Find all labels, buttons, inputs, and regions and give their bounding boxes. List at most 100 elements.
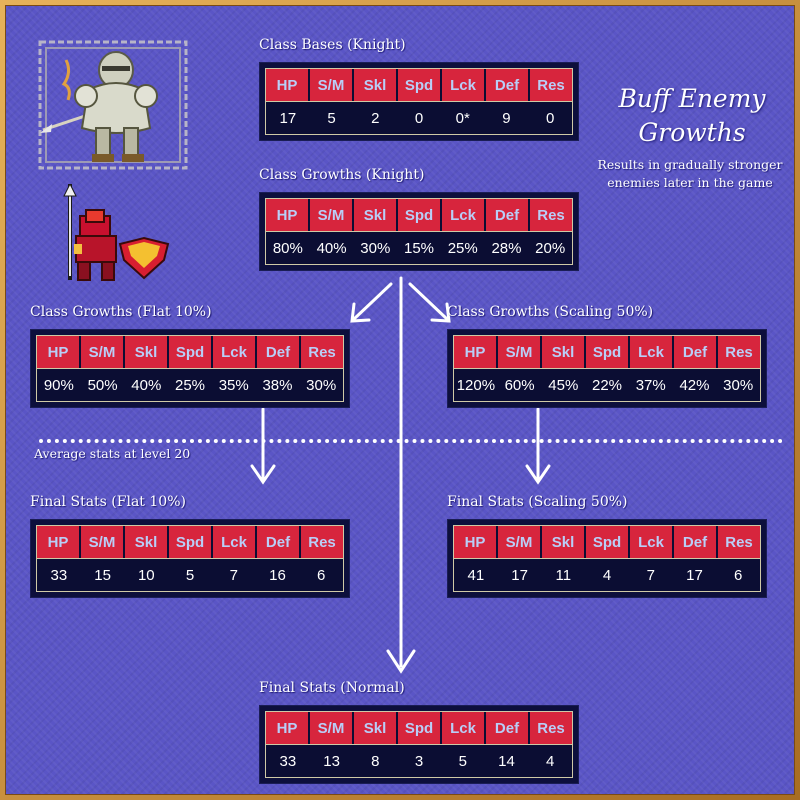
stat-header-cell: Spd	[398, 69, 442, 101]
stat-value-row: 80% 40% 30% 15% 25% 28% 20%	[266, 232, 572, 264]
stat-header-cell: Res	[301, 526, 343, 558]
stat-header-cell: Def	[257, 526, 301, 558]
stat-header-cell: Lck	[630, 526, 674, 558]
stat-value-row: 120% 60% 45% 22% 37% 42% 30%	[454, 369, 760, 401]
page-subtitle: Results in gradually stronger enemies la…	[597, 157, 783, 190]
stat-value-cell: 11	[555, 566, 572, 584]
stat-value-cell: 16	[269, 566, 286, 584]
stat-header-row: HP S/M Skl Spd Lck Def Res	[37, 526, 343, 559]
stat-value-cell: 14	[498, 752, 515, 770]
label-growths-flat: Class Growths (Flat 10%)	[30, 304, 212, 320]
stat-header-cell: S/M	[310, 69, 354, 101]
stat-header-cell: Skl	[354, 69, 398, 101]
stat-header-cell: Skl	[125, 526, 169, 558]
stat-table-frame: HP S/M Skl Spd Lck Def Res 33 15 10 5 7 16 6	[36, 525, 344, 592]
stat-value-row: 17 5 2 0 0* 9 0	[266, 102, 572, 134]
stat-value-cell: 20%	[535, 239, 566, 257]
arrow-head-scaling	[430, 302, 451, 323]
stat-header-cell: Spd	[398, 199, 442, 231]
stat-header-cell: Lck	[213, 336, 257, 368]
stat-header-cell: S/M	[310, 199, 354, 231]
stat-header-cell: Res	[530, 199, 572, 231]
stat-header-cell: HP	[37, 526, 81, 558]
stat-value-row: 33 13 8 3 5 14 4	[266, 745, 572, 777]
stat-table-frame: HP S/M Skl Spd Lck Def Res 90% 50% 40% 25% 35% 38% 30…	[36, 335, 344, 402]
stat-value-cell: 17	[686, 566, 703, 584]
stat-header-cell: Def	[674, 336, 718, 368]
stat-value-cell: 6	[317, 566, 326, 584]
table-class-growths: HP S/M Skl Spd Lck Def Res 80% 40% 30% 15% 25% 28% 20…	[259, 192, 579, 271]
stat-header-row: HP S/M Skl Spd Lck Def Res	[454, 336, 760, 369]
stat-value-cell: 15%	[404, 239, 435, 257]
stat-header-row: HP S/M Skl Spd Lck Def Res	[454, 526, 760, 559]
stat-header-cell: Spd	[398, 712, 442, 744]
stat-value-cell: 10	[137, 566, 155, 584]
stat-value-cell: 17	[511, 566, 528, 584]
stat-value-cell: 40%	[316, 239, 347, 257]
stat-value-cell: 33	[279, 752, 297, 770]
stat-value-cell: 80%	[272, 239, 303, 257]
stat-header-cell: HP	[454, 526, 498, 558]
stat-header-cell: Def	[486, 69, 530, 101]
stat-header-cell: HP	[266, 199, 310, 231]
stat-header-cell: Lck	[630, 336, 674, 368]
stat-header-cell: Skl	[542, 526, 586, 558]
stat-value-cell: 40%	[131, 376, 162, 394]
stat-value-row: 90% 50% 40% 25% 35% 38% 30%	[37, 369, 343, 401]
stat-header-cell: Lck	[213, 526, 257, 558]
stat-header-cell: Lck	[442, 69, 486, 101]
arrow-to-scaling	[408, 282, 449, 321]
stat-header-row: HP S/M Skl Spd Lck Def Res	[266, 69, 572, 102]
stat-header-cell: Skl	[125, 336, 169, 368]
stat-header-cell: S/M	[81, 526, 125, 558]
stat-header-cell: HP	[454, 336, 498, 368]
stat-value-cell: 30%	[723, 376, 754, 394]
knight-portrait-icon	[38, 40, 188, 170]
stat-value-cell: 30%	[360, 239, 391, 257]
table-final-normal: HP S/M Skl Spd Lck Def Res 33 13 8 3 5 14 4	[259, 705, 579, 784]
stat-value-cell: 120%	[456, 376, 496, 394]
stat-value-cell: 15	[94, 566, 111, 584]
stat-header-cell: Res	[718, 526, 760, 558]
stat-table-frame: HP S/M Skl Spd Lck Def Res 17 5 2 0 0* 9 0	[265, 68, 573, 135]
label-final-flat: Final Stats (Flat 10%)	[30, 494, 186, 510]
stat-value-cell: 2	[371, 109, 380, 127]
stat-value-cell: 35%	[218, 376, 249, 394]
level-divider	[39, 439, 783, 443]
stat-value-row: 33 15 10 5 7 16 6	[37, 559, 343, 591]
stat-value-cell: 0	[546, 109, 555, 127]
stat-value-cell: 30%	[306, 376, 337, 394]
stat-value-cell: 8	[371, 752, 380, 770]
stat-header-cell: S/M	[498, 526, 542, 558]
label-class-growths: Class Growths (Knight)	[259, 167, 425, 183]
stat-header-cell: S/M	[81, 336, 125, 368]
stat-header-row: HP S/M Skl Spd Lck Def Res	[266, 199, 572, 232]
stat-header-cell: Res	[718, 336, 760, 368]
stat-header-cell: Def	[486, 712, 530, 744]
stat-header-cell: Spd	[169, 526, 213, 558]
stat-header-cell: Lck	[442, 199, 486, 231]
label-class-bases: Class Bases (Knight)	[259, 37, 406, 53]
stat-value-cell: 4	[546, 752, 555, 770]
stat-header-cell: Def	[257, 336, 301, 368]
infographic-canvas: Buff Enemy Growths Results in gradually …	[5, 5, 795, 795]
table-class-bases: HP S/M Skl Spd Lck Def Res 17 5 2 0 0* 9 0	[259, 62, 579, 141]
stat-header-cell: Def	[486, 199, 530, 231]
label-final-normal: Final Stats (Normal)	[259, 680, 405, 696]
stat-value-cell: 7	[646, 566, 655, 584]
stat-table-frame: HP S/M Skl Spd Lck Def Res 33 13 8 3 5 14 4	[265, 711, 573, 778]
stat-value-cell: 6	[734, 566, 743, 584]
stat-value-cell: 50%	[87, 376, 118, 394]
stat-value-cell: 38%	[262, 376, 293, 394]
arrow-head-final-scaling	[525, 464, 551, 485]
stat-header-cell: Def	[674, 526, 718, 558]
stat-value-cell: 0*	[455, 109, 470, 127]
stat-header-cell: Res	[301, 336, 343, 368]
stat-header-cell: HP	[37, 336, 81, 368]
table-final-scaling: HP S/M Skl Spd Lck Def Res 41 17 11 4 7 17 6	[447, 519, 767, 598]
knight-map-sprite-icon	[63, 184, 170, 281]
stat-header-row: HP S/M Skl Spd Lck Def Res	[37, 336, 343, 369]
stat-value-cell: 3	[414, 752, 424, 770]
table-growths-flat: HP S/M Skl Spd Lck Def Res 90% 50% 40% 25% 35% 38% 30…	[30, 329, 350, 408]
